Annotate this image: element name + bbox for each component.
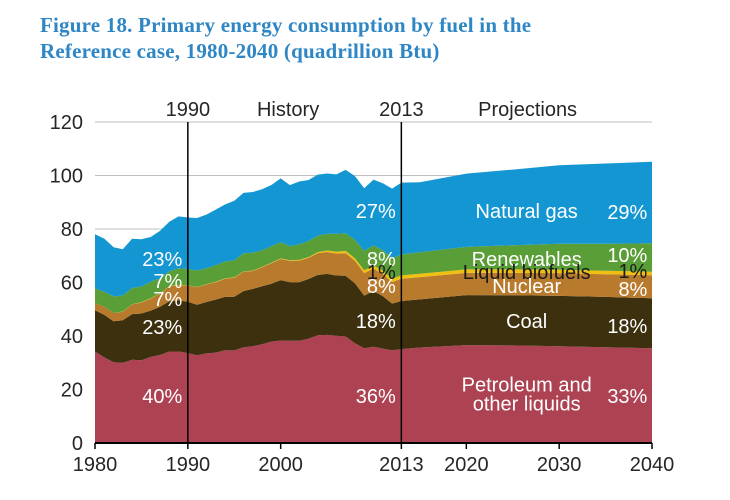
area-coal xyxy=(95,273,652,363)
y-tick-label-120: 120 xyxy=(50,112,83,134)
x-tick-label-2000: 2000 xyxy=(258,454,303,476)
x-tick-label-2020: 2020 xyxy=(444,454,489,476)
chart-annotation: 27% xyxy=(356,201,396,223)
area-petroleum-and-other-liquids xyxy=(95,334,652,443)
chart-annotation: 8% xyxy=(367,276,396,298)
y-tick-label-60: 60 xyxy=(61,273,83,295)
y-tick-label-0: 0 xyxy=(72,433,83,455)
chart-annotation: other liquids xyxy=(473,394,581,416)
header-label-projections: Projections xyxy=(478,99,577,121)
figure-title-line1: Figure 18. Primary energy consumption by… xyxy=(40,13,532,37)
x-tick-label-2013: 2013 xyxy=(379,454,424,476)
chart-annotation: 1% xyxy=(367,262,396,284)
chart-annotation: 36% xyxy=(356,386,396,408)
chart-annotation: Natural gas xyxy=(476,201,578,223)
area-natural-gas xyxy=(95,161,652,297)
chart-annotation: Liquid biofuels xyxy=(463,262,591,284)
x-tick-label-1980: 1980 xyxy=(73,454,118,476)
y-tick-label-80: 80 xyxy=(61,219,83,241)
x-tick-label-2040: 2040 xyxy=(630,454,675,476)
figure-title-line2: Reference case, 1980-2040 (quadrillion B… xyxy=(40,39,440,63)
x-tick-label-1990: 1990 xyxy=(166,454,211,476)
y-tick-label-40: 40 xyxy=(61,326,83,348)
chart-annotation: Petroleum and xyxy=(462,375,592,397)
header-label-history: History xyxy=(257,99,319,121)
chart-annotation: 1% xyxy=(618,261,647,283)
chart-annotation: Coal xyxy=(506,311,547,333)
chart-annotation: 10% xyxy=(607,245,647,267)
chart-annotation: 40% xyxy=(142,386,182,408)
chart-annotation: 23% xyxy=(142,249,182,271)
chart-annotation: 18% xyxy=(607,316,647,338)
chart-annotation: 8% xyxy=(618,279,647,301)
header-label-1990: 1990 xyxy=(166,99,211,121)
figure-title: Figure 18. Primary energy consumption by… xyxy=(40,12,700,64)
chart-annotation: 33% xyxy=(607,386,647,408)
chart-annotation: 18% xyxy=(356,311,396,333)
y-tick-label-100: 100 xyxy=(50,166,83,188)
area-nuclear xyxy=(95,252,652,322)
chart-annotation: 7% xyxy=(153,271,182,293)
x-tick-label-2030: 2030 xyxy=(537,454,582,476)
area-renewables xyxy=(95,233,652,313)
chart-annotation: 7% xyxy=(153,289,182,311)
chart-annotation: Renewables xyxy=(472,249,582,271)
chart-annotation: 23% xyxy=(142,317,182,339)
y-tick-label-20: 20 xyxy=(61,380,83,402)
chart-annotation: Nuclear xyxy=(492,276,561,298)
header-label-2013: 2013 xyxy=(379,99,424,121)
chart-annotation: 8% xyxy=(367,249,396,271)
chart-annotation: 29% xyxy=(607,202,647,224)
